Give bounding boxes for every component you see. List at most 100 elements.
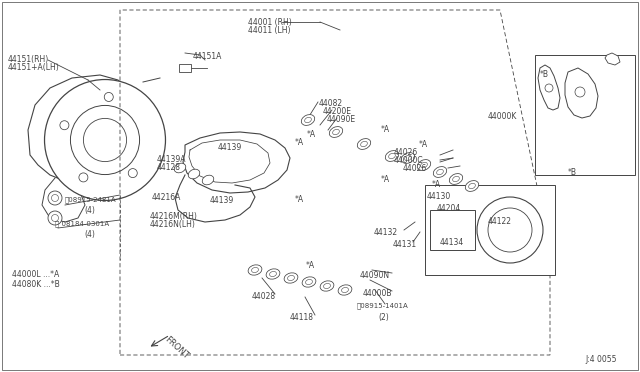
Text: 44151(RH): 44151(RH)	[8, 55, 49, 64]
Ellipse shape	[284, 273, 298, 283]
Text: 44204: 44204	[437, 204, 461, 213]
Text: 44118: 44118	[290, 313, 314, 322]
Text: *A: *A	[381, 175, 390, 184]
Bar	[535, 55, 635, 175]
Ellipse shape	[465, 180, 479, 192]
Text: 44128: 44128	[157, 163, 181, 172]
Ellipse shape	[388, 153, 396, 159]
Text: (4): (4)	[84, 206, 95, 215]
Text: (2): (2)	[378, 313, 388, 322]
Text: *B: *B	[540, 70, 549, 79]
Ellipse shape	[301, 115, 315, 125]
Text: 44026: 44026	[403, 164, 428, 173]
Text: *A: *A	[307, 130, 316, 139]
Ellipse shape	[433, 167, 447, 177]
Ellipse shape	[269, 272, 276, 276]
Text: 44082: 44082	[319, 99, 343, 108]
Text: 44151+A(LH): 44151+A(LH)	[8, 63, 60, 72]
Circle shape	[477, 197, 543, 263]
Text: 44139: 44139	[210, 196, 234, 205]
Text: (4): (4)	[84, 230, 95, 239]
Text: Ⓑ 08184-0301A: Ⓑ 08184-0301A	[55, 220, 109, 227]
Circle shape	[51, 215, 58, 221]
Text: 44011 (LH): 44011 (LH)	[248, 26, 291, 35]
Ellipse shape	[404, 155, 412, 161]
Bar	[179, 64, 191, 72]
Circle shape	[60, 121, 69, 130]
Text: J:4 0055: J:4 0055	[585, 355, 616, 364]
Ellipse shape	[417, 160, 431, 170]
Text: 44134: 44134	[440, 238, 464, 247]
Text: 44131: 44131	[393, 240, 417, 249]
Text: *A: *A	[432, 180, 441, 189]
Polygon shape	[605, 53, 620, 65]
Ellipse shape	[361, 141, 367, 147]
Ellipse shape	[452, 176, 460, 182]
Ellipse shape	[188, 169, 200, 179]
Text: *A: *A	[295, 195, 304, 204]
Text: *A: *A	[306, 261, 315, 270]
Text: 44216A: 44216A	[152, 193, 181, 202]
Text: 44000K: 44000K	[488, 112, 517, 121]
Text: 44026: 44026	[394, 148, 419, 157]
Polygon shape	[538, 65, 560, 110]
Text: *A: *A	[295, 138, 304, 147]
Text: 44139: 44139	[218, 143, 243, 152]
Text: 44000L ...*A: 44000L ...*A	[12, 270, 60, 279]
Text: *A: *A	[381, 125, 390, 134]
Circle shape	[545, 84, 553, 92]
Ellipse shape	[342, 288, 348, 293]
Bar	[430, 210, 475, 250]
Text: FRONT: FRONT	[163, 335, 190, 361]
Ellipse shape	[401, 153, 415, 163]
Circle shape	[575, 87, 585, 97]
Text: 44139A: 44139A	[157, 155, 186, 164]
Text: ⓜ08915-1401A: ⓜ08915-1401A	[357, 302, 409, 309]
Ellipse shape	[385, 151, 399, 161]
Circle shape	[83, 118, 127, 161]
Text: 44132: 44132	[374, 228, 398, 237]
Text: 44200E: 44200E	[323, 107, 352, 116]
Ellipse shape	[324, 283, 330, 289]
Ellipse shape	[266, 269, 280, 279]
Text: 44001 (RH): 44001 (RH)	[248, 18, 292, 27]
Circle shape	[51, 195, 58, 202]
Text: *A: *A	[419, 140, 428, 149]
Text: 44216N(LH): 44216N(LH)	[150, 220, 196, 229]
Circle shape	[48, 191, 62, 205]
Ellipse shape	[305, 117, 311, 123]
Ellipse shape	[468, 183, 476, 189]
Ellipse shape	[302, 277, 316, 287]
Polygon shape	[28, 75, 140, 185]
Ellipse shape	[252, 267, 259, 273]
Ellipse shape	[338, 285, 352, 295]
Polygon shape	[565, 68, 598, 118]
Circle shape	[70, 105, 140, 174]
Text: 44216M(RH): 44216M(RH)	[150, 212, 198, 221]
Ellipse shape	[330, 126, 342, 137]
Ellipse shape	[320, 281, 334, 291]
Bar	[425, 185, 555, 275]
Text: 44000B: 44000B	[363, 289, 392, 298]
Ellipse shape	[248, 265, 262, 275]
Circle shape	[488, 208, 532, 252]
Circle shape	[104, 93, 113, 102]
Text: 44090E: 44090E	[327, 115, 356, 124]
Polygon shape	[183, 132, 290, 193]
Ellipse shape	[287, 275, 294, 280]
Ellipse shape	[420, 162, 428, 168]
Text: 44028: 44028	[252, 292, 276, 301]
Circle shape	[48, 211, 62, 225]
Text: 44151A: 44151A	[193, 52, 222, 61]
Ellipse shape	[357, 139, 371, 150]
Ellipse shape	[202, 175, 214, 185]
Text: 44122: 44122	[488, 217, 512, 226]
Ellipse shape	[333, 129, 339, 135]
Ellipse shape	[305, 279, 312, 285]
Text: ⓜ08915-2481A: ⓜ08915-2481A	[65, 196, 116, 203]
Circle shape	[79, 173, 88, 182]
Circle shape	[45, 80, 166, 201]
Text: 44080K ...*B: 44080K ...*B	[12, 280, 60, 289]
Ellipse shape	[174, 163, 186, 173]
Ellipse shape	[436, 169, 444, 175]
